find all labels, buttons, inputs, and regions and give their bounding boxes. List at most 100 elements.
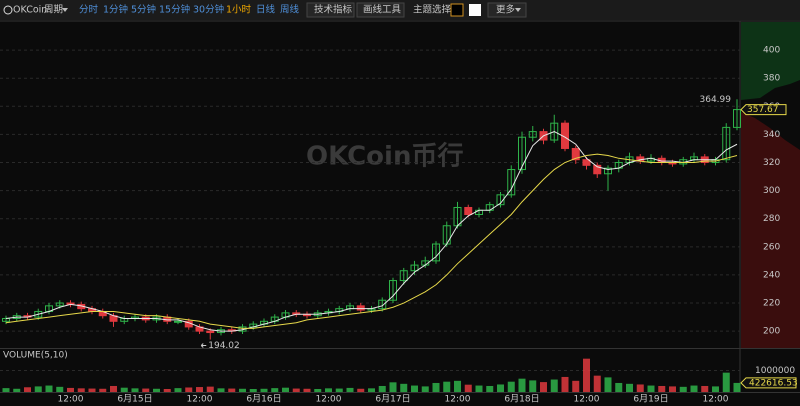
volume-bar (593, 375, 601, 392)
period[interactable]: 周线 (280, 4, 300, 16)
y-tick-label: 340 (763, 130, 780, 140)
period[interactable]: 1分钟 (103, 4, 128, 16)
tool[interactable]: 画线工具 (363, 4, 402, 16)
volume-bar (368, 388, 375, 392)
y-tick-label: 240 (763, 270, 780, 280)
volume-bar (335, 388, 343, 392)
candle-body (464, 206, 473, 216)
volume-bar (314, 388, 322, 392)
volume-bar (701, 385, 709, 392)
x-tick-label: 6月17日 (375, 394, 410, 405)
volume-bar (733, 382, 741, 392)
button[interactable] (356, 2, 405, 18)
button[interactable] (306, 2, 355, 18)
button[interactable] (487, 2, 527, 18)
volume-title: VOLUME(5,10) (3, 351, 68, 361)
volume-bar (249, 388, 257, 392)
candle-body (582, 159, 591, 166)
x-tick-label: 12:00 (316, 395, 342, 405)
volume-bar (357, 388, 365, 392)
volume-bar (292, 388, 300, 392)
volume-bar (658, 385, 666, 392)
volume-bar (389, 382, 397, 392)
period-active[interactable]: 1小时 (226, 4, 252, 16)
y-tick-label: 200 (763, 327, 780, 337)
volume-bar (24, 387, 31, 392)
candle-body (206, 330, 215, 334)
theme-light[interactable] (469, 4, 481, 16)
volume-bar (228, 388, 236, 392)
depth-bids (741, 22, 800, 100)
volume-bar (88, 388, 96, 392)
volume-bar (583, 358, 590, 392)
volume-bar (163, 388, 171, 392)
volume-bar (131, 388, 139, 392)
volume-bar (647, 385, 655, 392)
period[interactable]: 5分钟 (131, 4, 156, 16)
volume-bar (346, 387, 354, 392)
candle-body (722, 126, 731, 161)
candle-body (593, 164, 602, 175)
volume-bar (217, 388, 225, 392)
x-tick-label: 6月18日 (504, 394, 539, 405)
last-volume: 422616.53 (749, 378, 798, 388)
tool[interactable]: 主题选择 (413, 4, 452, 16)
volume-bar (669, 386, 676, 392)
volume-bar (561, 376, 569, 392)
logo: OKCoin (13, 5, 47, 16)
y-tick-label: 280 (763, 214, 780, 224)
volume-bar (690, 385, 698, 392)
volume-bar (636, 384, 644, 392)
volume-bar (67, 387, 74, 392)
x-tick-label: 12:00 (574, 395, 600, 405)
volume-bar (518, 378, 526, 392)
volume-bar (540, 382, 547, 392)
volume-bar (239, 388, 246, 392)
x-tick-label: 6月15日 (117, 394, 152, 405)
dropdown-arrow (62, 8, 68, 12)
period[interactable]: 日线 (256, 4, 276, 16)
tool[interactable]: 技术指标 (314, 4, 353, 16)
x-tick-label: 12:00 (58, 395, 84, 405)
volume-bar (13, 388, 21, 392)
candle-body (550, 122, 559, 141)
volume-bar (497, 384, 504, 392)
volume-bar (615, 382, 623, 392)
candle-body (174, 320, 182, 323)
volume-bar (34, 386, 42, 392)
x-tick-label: 12:00 (187, 395, 213, 405)
x-tick-label: 12:00 (445, 395, 471, 405)
volume-bar (464, 384, 472, 392)
candle-body (496, 194, 505, 206)
x-tick-label: 12:00 (703, 395, 729, 405)
period-select[interactable]: 周期 (44, 5, 63, 16)
volume-bar (282, 387, 289, 392)
candle-body (389, 280, 397, 301)
volume-bar (325, 388, 332, 392)
period[interactable]: 15分钟 (159, 4, 190, 16)
volume-bar (443, 381, 451, 392)
more[interactable]: 更多 (496, 4, 515, 16)
moving-average (5, 131, 738, 332)
volume-bar (153, 388, 160, 392)
watermark: OKCoin币行 (306, 141, 463, 172)
volume-bar (572, 380, 580, 392)
volume-bar (626, 383, 633, 392)
volume-bar (303, 388, 311, 392)
candle-body (34, 310, 43, 318)
y-tick-label: 380 (763, 74, 780, 84)
volume-bar (411, 385, 418, 392)
depth-asks (741, 112, 800, 348)
volume-marker (740, 377, 797, 389)
volume-bar (142, 388, 150, 392)
period[interactable]: 分时 (79, 4, 99, 16)
volume-bar (2, 388, 10, 392)
volume-bar (110, 385, 117, 392)
y-tick-label: 220 (763, 299, 780, 309)
theme-dark[interactable] (450, 3, 464, 17)
price-marker (740, 104, 787, 116)
period[interactable]: 30分钟 (193, 4, 224, 16)
candle-body (571, 147, 580, 161)
last-price: 357.67 (747, 105, 779, 115)
